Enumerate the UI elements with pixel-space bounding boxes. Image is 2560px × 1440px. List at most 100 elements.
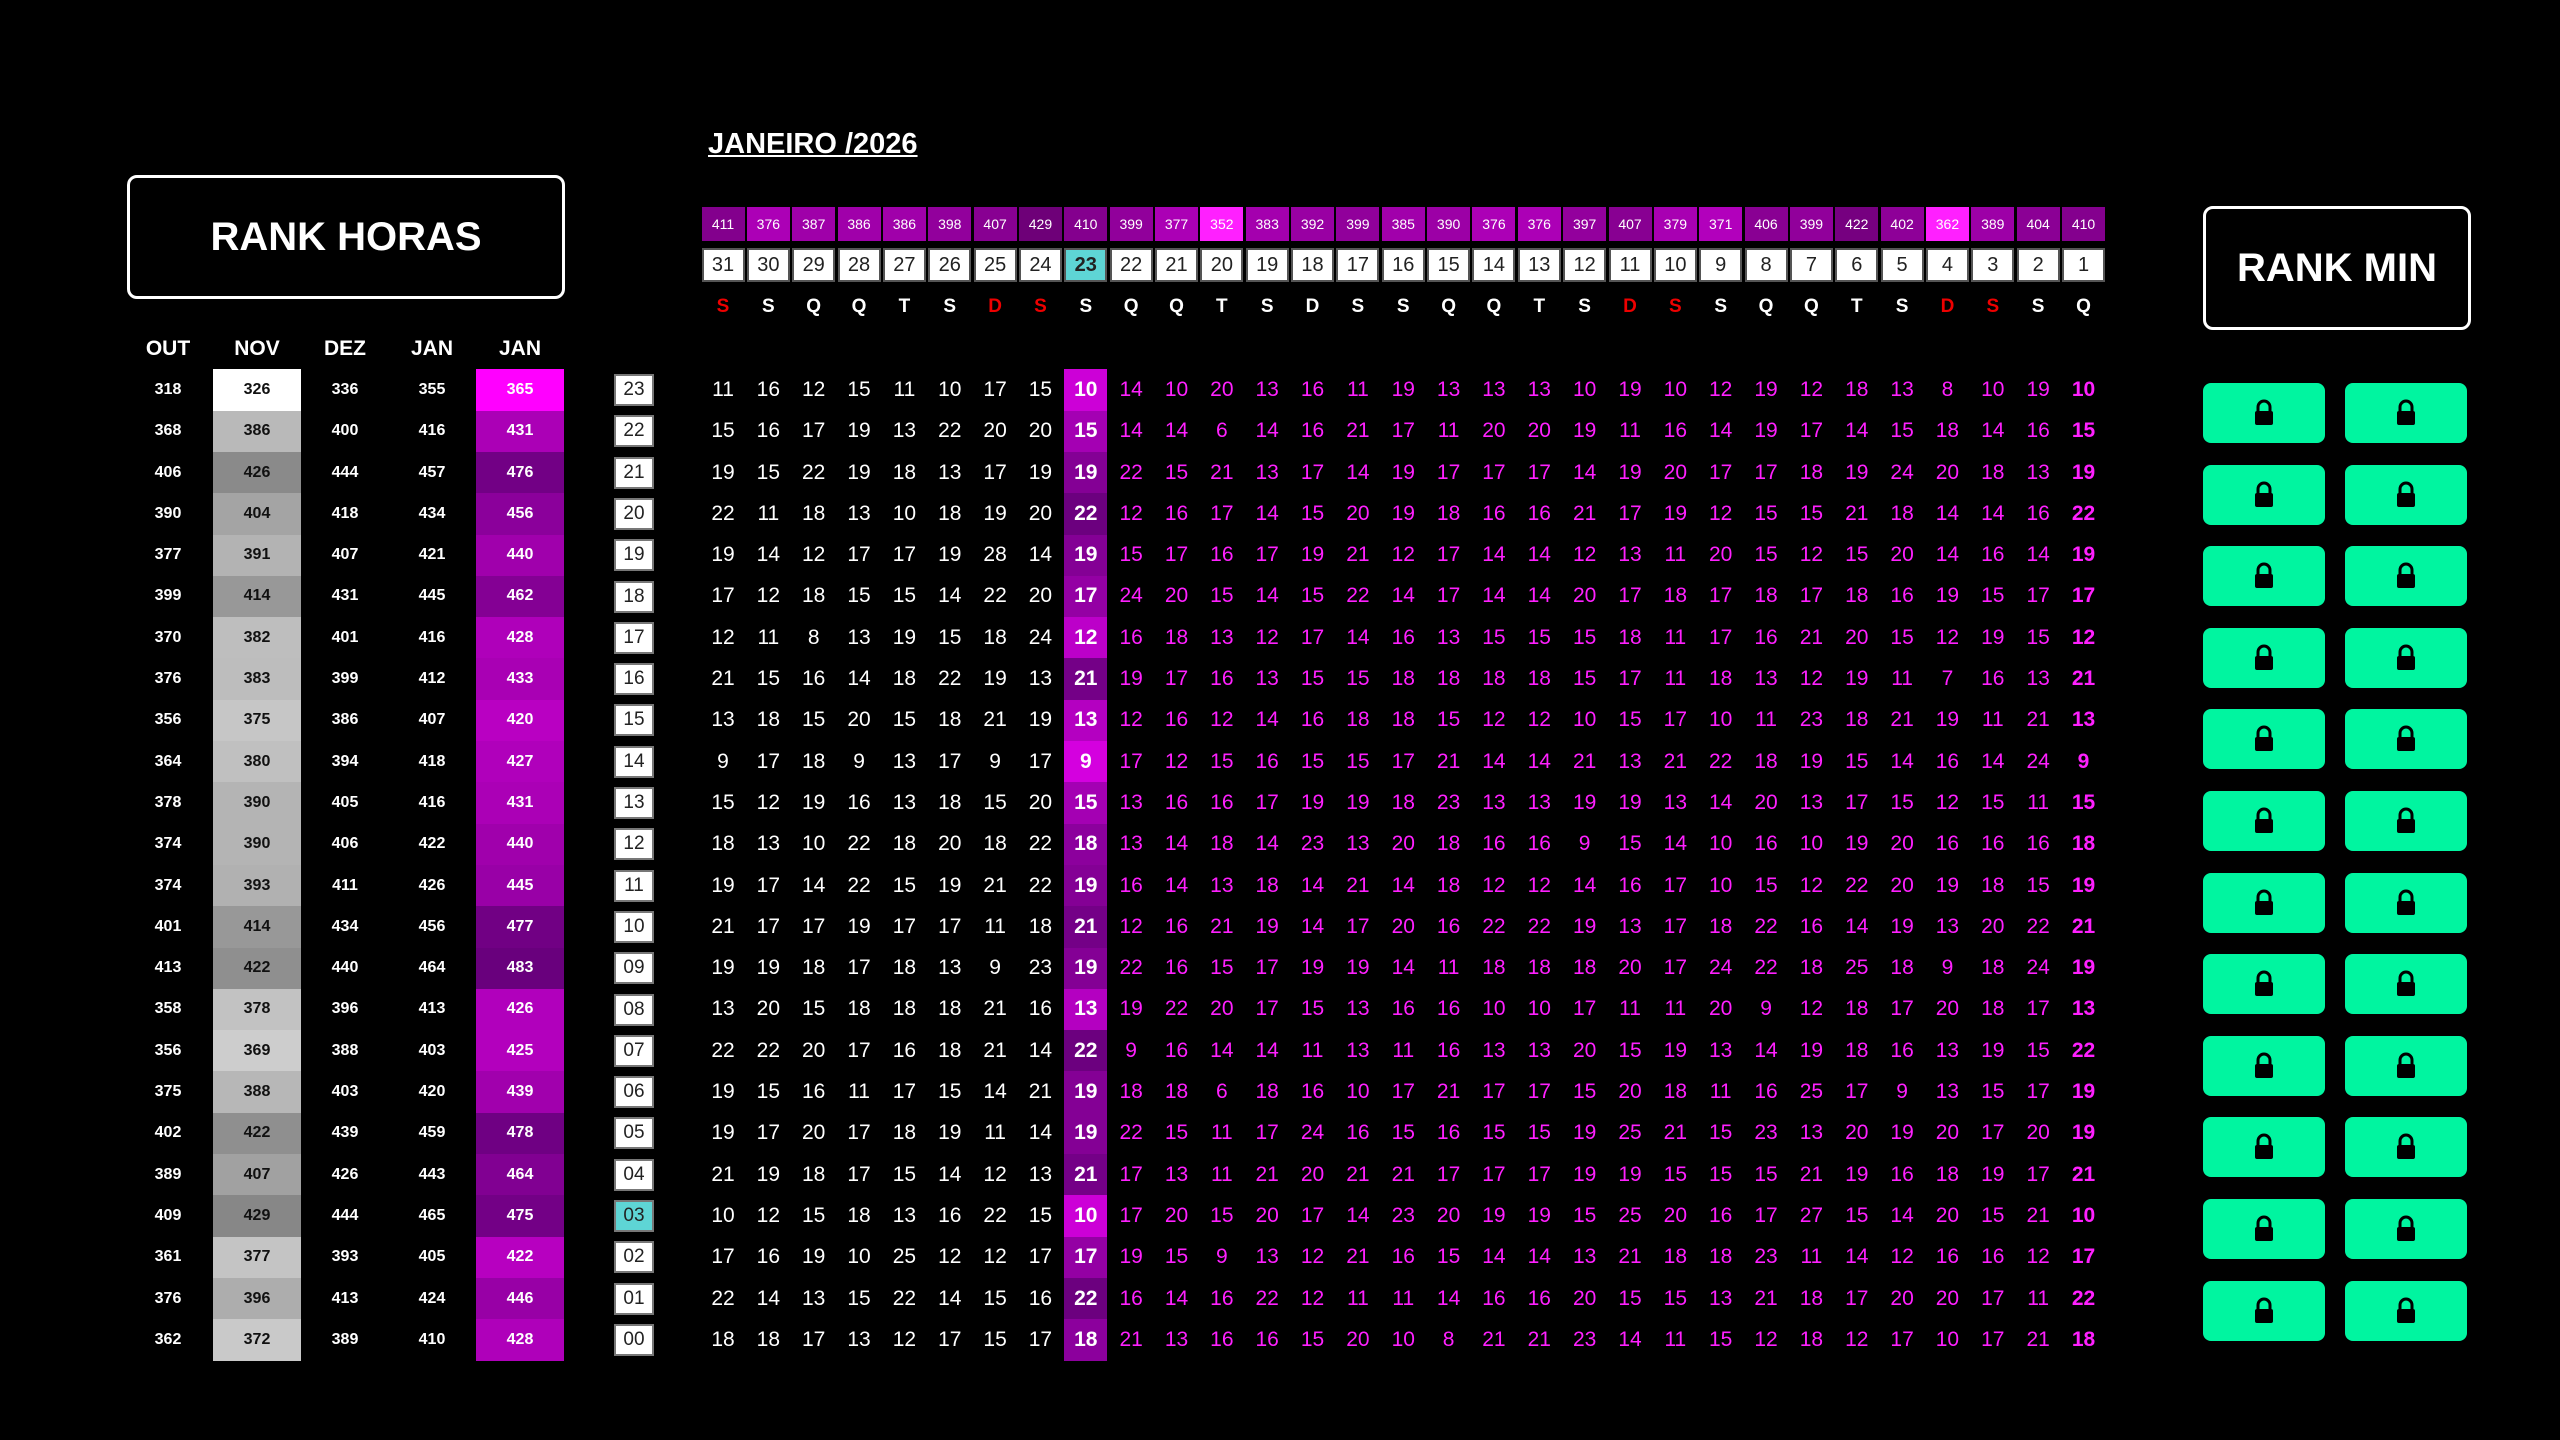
grid-cell: 17 <box>1572 997 1597 1021</box>
rank-cell: 478 <box>476 1112 564 1155</box>
lock-button[interactable] <box>2203 1280 2325 1341</box>
grid-cell: 13 <box>1119 790 1143 814</box>
date-cell[interactable]: 16 <box>1381 248 1425 282</box>
date-cell[interactable]: 8 <box>1744 248 1788 282</box>
grid-cell: 25 <box>892 1245 917 1269</box>
rank-cell: 446 <box>476 1277 564 1320</box>
grid-cell: 13 <box>892 790 917 814</box>
grid-cell: 20 <box>1028 790 1053 814</box>
lock-button[interactable] <box>2203 546 2325 607</box>
lock-button[interactable] <box>2203 954 2325 1015</box>
lock-button[interactable] <box>2345 791 2467 851</box>
grid-cell: 14 <box>1255 584 1279 608</box>
grid-cell: 16 <box>1119 1286 1143 1310</box>
grid-cell: 16 <box>938 1203 962 1227</box>
rank-cell: 401 <box>154 917 182 935</box>
grid-cell: 20 <box>802 1121 826 1145</box>
date-cell[interactable]: 3 <box>1971 248 2015 282</box>
rank-cell: 356 <box>154 711 182 729</box>
lock-button[interactable] <box>2203 1035 2325 1096</box>
date-cell[interactable]: 12 <box>1563 248 1607 282</box>
lock-button[interactable] <box>2345 1117 2467 1178</box>
grid-cell: 15 <box>1618 708 1642 732</box>
lock-button[interactable] <box>2345 1199 2467 1259</box>
rank-cell: 443 <box>418 1165 446 1183</box>
lock-button[interactable] <box>2345 709 2467 770</box>
date-cell[interactable]: 31 <box>701 248 745 282</box>
date-cell[interactable]: 14 <box>1472 248 1516 282</box>
date-cell[interactable]: 5 <box>1880 248 1924 282</box>
date-cell[interactable]: 26 <box>928 248 972 282</box>
grid-cell: 15 <box>1164 460 1189 484</box>
date-cell[interactable]: 11 <box>1608 248 1652 282</box>
date-cell[interactable]: 6 <box>1835 248 1879 282</box>
weekday-label: S <box>1260 296 1274 317</box>
grid-cell: 20 <box>1935 997 1960 1021</box>
grid-cell: 15 <box>756 667 781 691</box>
date-cell[interactable]: 23 <box>1064 248 1108 282</box>
grid-cell: 11 <box>848 1080 870 1104</box>
grid-cell: 17 <box>1709 625 1733 649</box>
grid-cell: 19 <box>1064 947 1108 989</box>
lock-button[interactable] <box>2345 954 2467 1015</box>
grid-cell: 18 <box>1799 1286 1824 1310</box>
lock-button[interactable] <box>2203 791 2325 851</box>
grid-cell: 17 <box>938 749 962 773</box>
date-cell[interactable]: 1 <box>2062 248 2105 282</box>
date-cell[interactable]: 22 <box>1109 248 1153 282</box>
date-cell[interactable]: 15 <box>1427 248 1471 282</box>
date-cell[interactable]: 29 <box>792 248 836 282</box>
date-cell[interactable]: 27 <box>882 248 926 282</box>
rank-cell: 439 <box>476 1071 564 1113</box>
grid-cell: 17 <box>1618 584 1642 608</box>
grid-cell: 11 <box>1664 997 1687 1021</box>
rank-cell: 429 <box>213 1195 301 1237</box>
lock-button[interactable] <box>2203 464 2325 525</box>
lock-button[interactable] <box>2345 1035 2467 1096</box>
rank-cell: 396 <box>331 1000 359 1018</box>
grid-cell: 15 <box>711 790 735 814</box>
lock-button[interactable] <box>2203 627 2325 688</box>
grid-cell: 19 <box>2071 1121 2096 1145</box>
lock-button[interactable] <box>2345 383 2467 443</box>
grid-cell: 15 <box>1572 625 1597 649</box>
date-cell[interactable]: 25 <box>973 248 1017 282</box>
date-cell[interactable]: 28 <box>837 248 881 282</box>
date-cell[interactable]: 10 <box>1653 248 1697 282</box>
lock-button[interactable] <box>2203 1199 2325 1259</box>
rank-cell: 362 <box>154 1330 182 1348</box>
date-cell[interactable]: 21 <box>1155 248 1198 282</box>
date-cell[interactable]: 24 <box>1018 248 1062 282</box>
grid-cell: 17 <box>1255 790 1279 814</box>
lock-button[interactable] <box>2345 872 2467 933</box>
grid-cell: 18 <box>802 501 826 525</box>
lock-button[interactable] <box>2345 546 2467 607</box>
grid-cell: 11 <box>1210 1162 1233 1186</box>
date-cell[interactable]: 19 <box>1245 248 1289 282</box>
date-cell[interactable]: 30 <box>746 248 790 282</box>
grid-cell: 15 <box>1890 625 1914 649</box>
grid-cell: 15 <box>1618 832 1642 856</box>
grid-cell: 20 <box>1346 1327 1370 1351</box>
grid-cell: 16 <box>1119 625 1143 649</box>
lock-button[interactable] <box>2203 872 2325 933</box>
grid-cell: 13 <box>1527 1038 1551 1062</box>
date-cell[interactable]: 9 <box>1699 248 1743 282</box>
lock-button[interactable] <box>2203 1117 2325 1178</box>
date-cell[interactable]: 4 <box>1925 248 1969 282</box>
date-cell[interactable]: 18 <box>1291 248 1335 282</box>
grid-cell: 12 <box>1845 1327 1869 1351</box>
date-cell[interactable]: 7 <box>1789 248 1833 282</box>
date-cell[interactable]: 13 <box>1517 248 1561 282</box>
grid-cell: 9 <box>1216 1245 1228 1269</box>
lock-button[interactable] <box>2345 464 2467 525</box>
date-cell[interactable]: 20 <box>1200 248 1244 282</box>
grid-cell: 14 <box>1255 501 1279 525</box>
lock-button[interactable] <box>2345 1280 2467 1341</box>
grid-cell: 13 <box>1618 914 1642 938</box>
lock-button[interactable] <box>2345 627 2467 688</box>
date-cell[interactable]: 17 <box>1336 248 1380 282</box>
lock-button[interactable] <box>2203 383 2325 443</box>
lock-button[interactable] <box>2203 709 2325 770</box>
date-cell[interactable]: 2 <box>2016 248 2060 282</box>
